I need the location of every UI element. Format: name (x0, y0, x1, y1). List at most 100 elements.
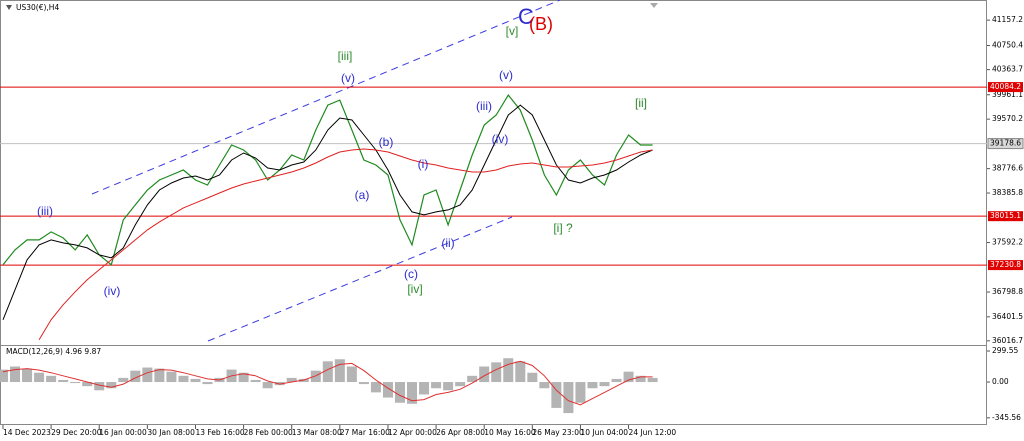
x-tick-label: 28 Feb 00:00 (244, 428, 293, 437)
macd-bar (0, 369, 8, 383)
macd-bar (178, 375, 189, 383)
wave-label: (iii) (476, 99, 492, 113)
level-label: 40084.2 (990, 82, 1021, 91)
macd-bar (202, 382, 213, 385)
macd-bar (503, 358, 514, 383)
macd-bar (599, 382, 610, 387)
y-tick-label: 38385.8 (992, 188, 1023, 197)
wave-label: [v] (506, 24, 519, 38)
macd-bar (334, 359, 345, 383)
level-label-box (988, 211, 1023, 222)
macd-bar (238, 372, 249, 383)
macd-bar (286, 377, 297, 383)
last-price-label: 39178.6 (990, 139, 1021, 148)
macd-bar (419, 382, 430, 395)
macd-bar (118, 377, 129, 383)
macd-bar (431, 382, 442, 389)
last-price-box (987, 138, 1024, 150)
y-tick-label: 36016.7 (992, 336, 1023, 345)
wave-label: [ii] (635, 96, 647, 110)
y-tick-label: 36798.8 (992, 287, 1023, 296)
y-tick-label: 38776.6 (992, 164, 1023, 173)
x-tick-label: 27 Mar 16:00 (340, 428, 390, 437)
x-tick-label: 24 Jun 12:00 (629, 428, 677, 437)
level-label: 37230.8 (990, 260, 1021, 269)
level-label-box (988, 82, 1023, 93)
macd-bar (310, 370, 321, 383)
macd-bar (46, 375, 57, 383)
channel-lower (207, 216, 513, 342)
macd-bar (22, 368, 33, 383)
y-tick-label: 39961.1 (992, 90, 1023, 99)
wave-label: (iv) (104, 284, 121, 298)
x-tick-label: 16 Jan 00:00 (99, 428, 147, 437)
level-label-box (988, 260, 1023, 271)
y-tick-label: 0.00 (992, 377, 1009, 386)
macd-bar (394, 382, 405, 403)
macd-bar (515, 361, 526, 383)
wave-label: (a) (355, 188, 370, 202)
x-tick-label: 10 May 16:00 (484, 428, 536, 437)
macd-bar (82, 382, 93, 387)
macd-bar (443, 382, 454, 391)
macd-bar (190, 378, 201, 383)
macd-bar (94, 382, 105, 391)
macd-bar (10, 366, 21, 383)
level-label: 38015.1 (990, 211, 1021, 220)
x-tick-label: 26 Apr 08:00 (436, 428, 485, 437)
macd-bar (455, 382, 466, 387)
channel-upper (91, 0, 561, 195)
macd-title: MACD(12,26,9) 4.96 9.87 (6, 347, 101, 356)
y-tick-label: 299.55 (992, 346, 1018, 355)
macd-bar (34, 372, 45, 383)
y-tick-label: -345.56 (992, 413, 1021, 422)
x-tick-label: 13 Mar 08:00 (292, 428, 342, 437)
macd-bar (346, 366, 357, 383)
macd-bar (587, 382, 598, 389)
macd-bar (154, 368, 165, 383)
macd-bar (611, 378, 622, 383)
macd-bar (322, 361, 333, 383)
wave-label: (iv) (492, 132, 509, 146)
wave-label: [iv] (407, 282, 422, 296)
y-tick-label: 40750.4 (992, 41, 1023, 50)
x-tick-label: 30 Jan 08:00 (147, 428, 195, 437)
x-tick-label: 13 Feb 16:00 (195, 428, 244, 437)
scroll-marker (650, 3, 658, 8)
macd-bar (382, 382, 393, 398)
macd-bar (467, 375, 478, 383)
series-line (38, 148, 653, 341)
wave-label: (b) (379, 135, 394, 149)
macd-bar (647, 377, 658, 383)
macd-bar (130, 370, 141, 383)
series-line (2, 94, 653, 266)
wave-label: (v) (499, 68, 513, 82)
macd-bar (539, 382, 550, 389)
macd-bar (407, 382, 418, 404)
macd-bar (358, 382, 369, 385)
symbol-icon (6, 5, 12, 10)
x-tick-label: 29 Dec 20:00 (51, 428, 102, 437)
macd-bar (262, 382, 273, 389)
macd-bar (575, 382, 586, 403)
macd-bar (527, 372, 538, 383)
y-tick-label: 41157.2 (992, 15, 1023, 24)
macd-bar (635, 375, 646, 383)
plot-frame (0, 0, 987, 425)
y-tick-label: 36401.5 (992, 312, 1023, 321)
wave-label: (ii) (441, 236, 454, 250)
wave-label: [i] ? (553, 221, 573, 235)
x-tick-label: 12 Apr 00:00 (388, 428, 437, 437)
macd-bar (370, 382, 381, 393)
y-tick-label: 39570.2 (992, 114, 1023, 123)
series-line (2, 360, 653, 406)
x-tick-label: 10 Jun 04:00 (580, 428, 628, 437)
macd-bar (250, 379, 261, 383)
wave-label: (i) (418, 157, 429, 171)
macd-bar (491, 362, 502, 383)
wave-label: C (518, 4, 534, 29)
y-tick-label: 40363.7 (992, 65, 1023, 74)
wave-label: (c) (404, 267, 418, 281)
wave-label: (v) (341, 71, 355, 85)
